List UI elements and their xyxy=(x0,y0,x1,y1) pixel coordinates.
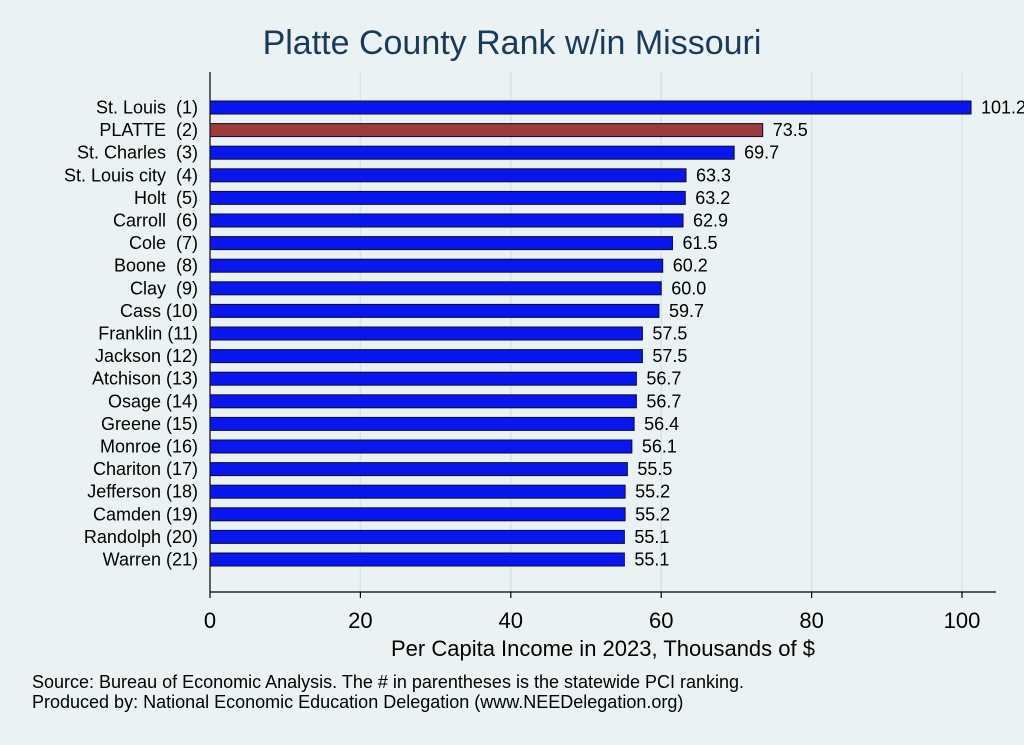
x-axis-title: Per Capita Income in 2023, Thousands of … xyxy=(391,636,815,661)
value-label: 59.7 xyxy=(669,301,704,321)
producer-note: Produced by: National Economic Education… xyxy=(32,692,684,712)
bar xyxy=(209,326,643,341)
value-label: 69.7 xyxy=(744,143,779,163)
bar xyxy=(209,190,686,205)
value-label: 73.5 xyxy=(773,120,808,140)
x-tick-label: 80 xyxy=(799,608,823,633)
category-label: Osage (14) xyxy=(108,391,198,411)
value-label: 63.3 xyxy=(696,165,731,185)
value-label: 101.2 xyxy=(981,98,1024,118)
category-label: Boone (8) xyxy=(114,256,198,276)
value-label: 63.2 xyxy=(695,188,730,208)
category-label: Clay (9) xyxy=(130,278,198,298)
value-label: 60.2 xyxy=(673,256,708,276)
category-label: Jackson (12) xyxy=(95,346,198,366)
category-label: Greene (15) xyxy=(101,414,198,434)
value-label: 61.5 xyxy=(682,233,717,253)
value-label: 62.9 xyxy=(693,211,728,231)
bar xyxy=(209,507,626,522)
category-label: Chariton (17) xyxy=(93,459,198,479)
bar xyxy=(209,281,662,296)
bar xyxy=(209,439,633,454)
bar xyxy=(209,552,625,567)
bar xyxy=(209,168,687,183)
category-label: Holt (5) xyxy=(134,188,198,208)
bar xyxy=(209,236,673,251)
bar xyxy=(209,213,684,228)
x-tick-label: 60 xyxy=(649,608,673,633)
category-label: Camden (19) xyxy=(93,504,198,524)
bar xyxy=(209,416,635,431)
bar xyxy=(209,349,643,364)
category-label: Warren (21) xyxy=(103,550,198,570)
bar xyxy=(209,484,626,499)
value-label: 55.2 xyxy=(635,504,670,524)
x-tick-label: 40 xyxy=(499,608,523,633)
source-note: Source: Bureau of Economic Analysis. The… xyxy=(32,672,745,692)
bar xyxy=(209,145,735,160)
bar xyxy=(209,303,660,318)
value-label: 55.2 xyxy=(635,482,670,502)
bar xyxy=(209,529,625,544)
value-label: 60.0 xyxy=(671,278,706,298)
value-label: 57.5 xyxy=(652,324,687,344)
bar xyxy=(209,258,664,273)
category-label: St. Louis city (4) xyxy=(64,165,198,185)
x-tick-label: 0 xyxy=(204,608,216,633)
value-label: 56.7 xyxy=(646,391,681,411)
category-label: Cass (10) xyxy=(120,301,198,321)
bar xyxy=(209,100,972,115)
category-label: Cole (7) xyxy=(129,233,198,253)
value-label: 55.5 xyxy=(637,459,672,479)
category-label: St. Louis (1) xyxy=(96,98,198,118)
value-label: 56.1 xyxy=(642,437,677,457)
category-label: Atchison (13) xyxy=(92,369,198,389)
category-label: PLATTE (2) xyxy=(99,120,198,140)
category-label: Carroll (6) xyxy=(113,211,198,231)
category-label: St. Charles (3) xyxy=(77,143,198,163)
category-label: Franklin (11) xyxy=(98,324,198,344)
x-tick-label: 20 xyxy=(348,608,372,633)
x-tick-label: 100 xyxy=(944,608,981,633)
category-label: Jefferson (18) xyxy=(87,482,198,502)
value-label: 55.1 xyxy=(634,527,669,547)
bar xyxy=(209,123,764,138)
value-label: 55.1 xyxy=(634,550,669,570)
category-label: Monroe (16) xyxy=(100,437,198,457)
bar xyxy=(209,371,637,386)
chart-title: Platte County Rank w/in Missouri xyxy=(262,24,762,62)
category-label: Randolph (20) xyxy=(84,527,198,547)
value-label: 56.7 xyxy=(646,369,681,389)
value-label: 56.4 xyxy=(644,414,679,434)
bar xyxy=(209,394,637,409)
value-label: 57.5 xyxy=(652,346,687,366)
bar xyxy=(209,462,628,477)
